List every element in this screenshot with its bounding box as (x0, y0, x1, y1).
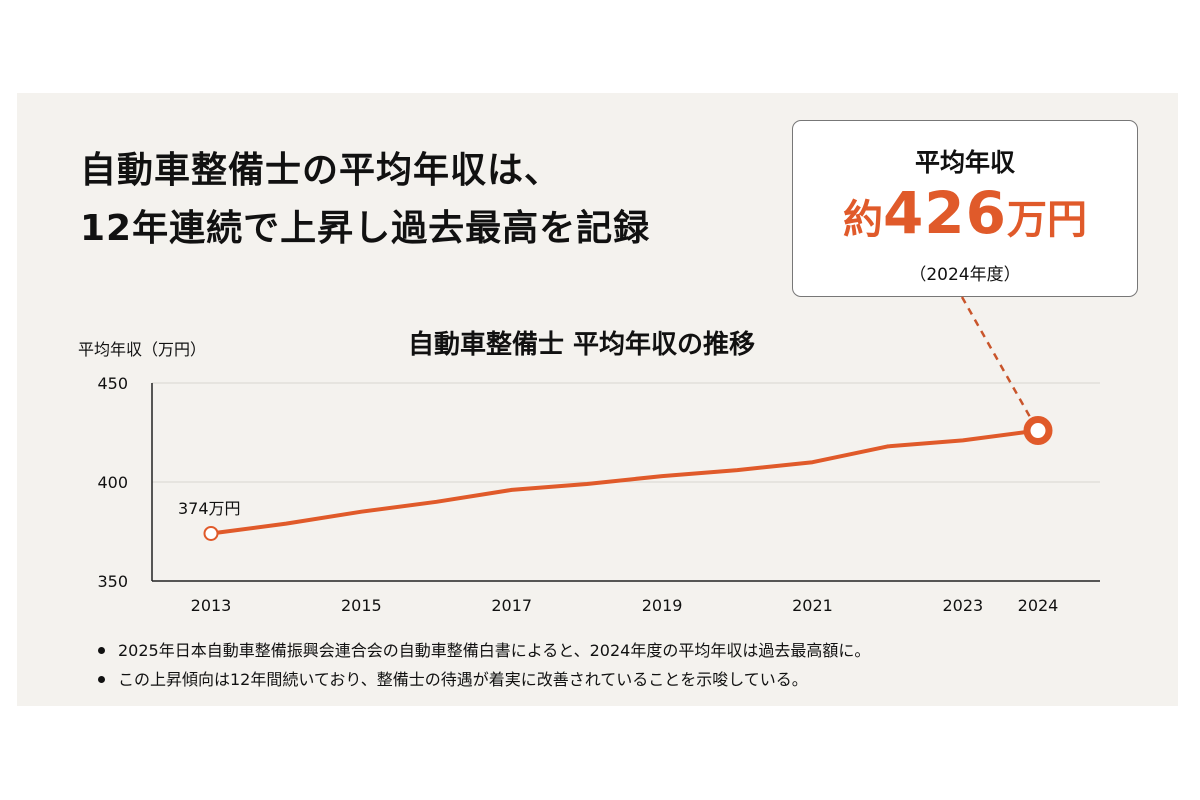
y-tick-label: 400 (97, 473, 128, 492)
callout-label: 平均年収 (914, 148, 1015, 177)
callout-unit: 万円 (1007, 197, 1088, 243)
end-point-marker (1023, 416, 1053, 446)
y-axis-title: 平均年収（万円） (78, 340, 207, 359)
callout-note: （2024年度） (909, 265, 1021, 285)
callout-leader-line (960, 296, 1034, 422)
x-tick-label: 2023 (942, 596, 983, 615)
income-series-line (209, 428, 1040, 536)
callout-value: 約426万円 (793, 183, 1137, 258)
gridlines (152, 382, 1100, 483)
chart-title: 自動車整備士 平均年収の推移 (408, 330, 756, 360)
y-tick-labels: 350 400 450 (97, 374, 128, 591)
headline-line-2: 12年連続で上昇し過去最高を記録 (80, 208, 651, 249)
callout-prefix: 約 (842, 197, 883, 243)
y-tick-label: 450 (97, 374, 128, 393)
x-tick-label: 2015 (341, 596, 382, 615)
x-tick-label: 2024 (1018, 596, 1059, 615)
note-item: 2025年日本自動車整備振興会連合会の自動車整備白書によると、2024年度の平均… (96, 636, 870, 665)
start-value-label: 374万円 (178, 499, 241, 518)
data-annotations: 374万円 (178, 499, 241, 518)
x-tick-label: 2017 (491, 596, 532, 615)
x-tick-label: 2019 (642, 596, 683, 615)
y-tick-label: 350 (97, 572, 128, 591)
average-income-callout: 平均年収 約426万円 （2024年度） (792, 120, 1138, 297)
note-item: この上昇傾向は12年間続いており、整備士の待遇が着実に改善されていることを示唆し… (96, 665, 870, 694)
headline: 自動車整備士の平均年収は、 12年連続で上昇し過去最高を記録 (80, 142, 650, 258)
x-tick-labels: 2013 2015 2017 2019 2021 2023 2024 (191, 596, 1059, 615)
headline-line-1: 自動車整備士の平均年収は、 (80, 150, 562, 191)
x-tick-label: 2013 (191, 596, 232, 615)
axes (151, 383, 1100, 582)
notes-list: 2025年日本自動車整備振興会連合会の自動車整備白書によると、2024年度の平均… (96, 636, 870, 694)
start-point-marker (203, 525, 219, 541)
x-tick-label: 2021 (792, 596, 833, 615)
data-markers (203, 416, 1053, 541)
callout-number: 426 (882, 179, 1008, 247)
